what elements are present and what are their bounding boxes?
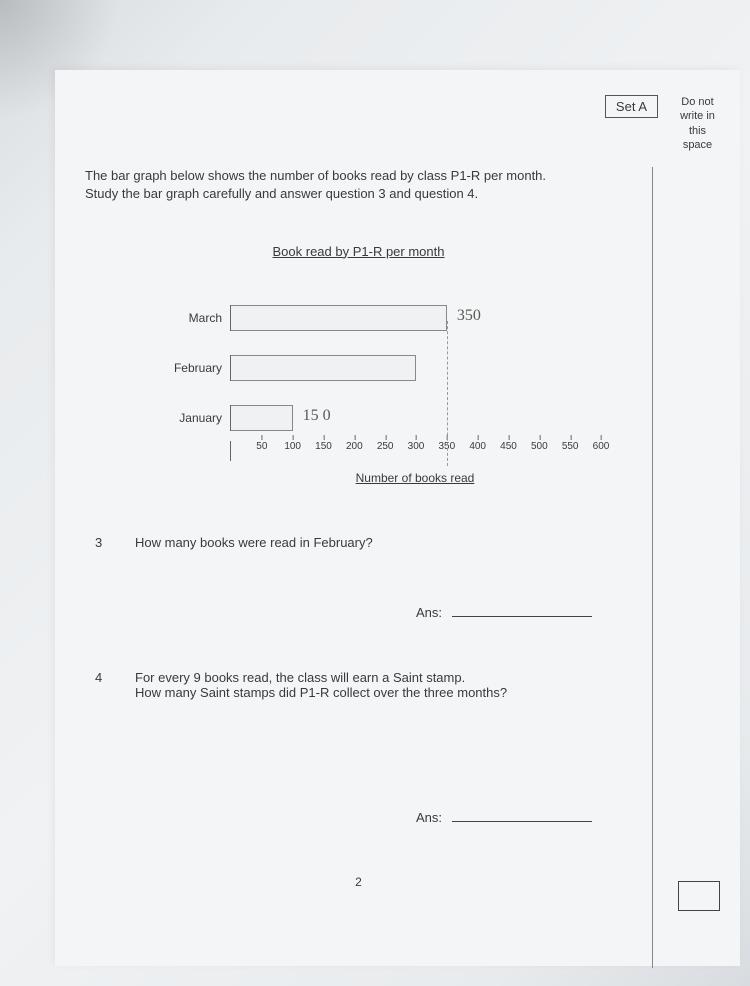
answer-blank[interactable] (452, 616, 592, 617)
chart-title: Book read by P1-R per month (85, 244, 632, 259)
bar-chart: March 350 February January 15 0 50 100 150 200 2… (160, 299, 632, 485)
bars-container: March 350 February January 15 0 (160, 299, 632, 437)
axis-tick: 450 (500, 441, 517, 452)
margin-column (653, 167, 725, 968)
header-row: Set A Do not write in this space (85, 95, 725, 152)
axis-spacer (160, 441, 230, 461)
axis-tick: 550 (562, 441, 579, 452)
bar (231, 305, 447, 331)
handwritten-annotation: 350 (457, 307, 481, 325)
question-number: 4 (85, 670, 135, 700)
question-4: 4 For every 9 books read, the class will… (85, 670, 632, 700)
axis-tick: 200 (346, 441, 363, 452)
axis-tick: 400 (469, 441, 486, 452)
score-box (678, 881, 720, 911)
x-axis: 50100150200250300350400450500550600 (160, 441, 632, 461)
question-text: How many books were read in February? (135, 535, 632, 550)
axis-line: 50100150200250300350400450500550600 (230, 441, 600, 461)
answer-label: Ans: (416, 810, 442, 825)
bar (231, 405, 293, 431)
bar-label: January (160, 411, 230, 425)
intro-line2: Study the bar graph carefully and answer… (85, 186, 478, 201)
guide-line (447, 321, 448, 466)
answer-label: Ans: (416, 605, 442, 620)
axis-tick: 100 (284, 441, 301, 452)
bar-row: March 350 (160, 299, 632, 337)
intro-line1: The bar graph below shows the number of … (85, 168, 546, 183)
bar-track (230, 355, 600, 381)
axis-tick: 50 (256, 441, 267, 452)
set-label: Set A (605, 95, 658, 118)
bar-track: 350 (230, 305, 600, 331)
axis-tick: 500 (531, 441, 548, 452)
bar-row: January 15 0 (160, 399, 632, 437)
axis-tick: 600 (593, 441, 610, 452)
q4-line1: For every 9 books read, the class will e… (135, 670, 465, 685)
intro-text: The bar graph below shows the number of … (85, 167, 632, 203)
content-area: The bar graph below shows the number of … (85, 167, 725, 968)
margin-note-l4: space (683, 139, 712, 151)
margin-note-l2: write in (680, 110, 715, 122)
page-number: 2 (85, 875, 632, 889)
axis-tick: 150 (315, 441, 332, 452)
question-text: For every 9 books read, the class will e… (135, 670, 632, 700)
margin-note-l1: Do not (681, 96, 713, 108)
margin-note-l3: this (689, 125, 706, 137)
answer-row-3: Ans: (85, 605, 592, 620)
margin-note: Do not write in this space (670, 95, 725, 152)
question-number: 3 (85, 535, 135, 550)
handwritten-annotation: 15 0 (303, 407, 331, 425)
axis-tick: 250 (377, 441, 394, 452)
bar-label: February (160, 361, 230, 375)
bar (231, 355, 416, 381)
answer-row-4: Ans: (85, 810, 592, 825)
bar-row: February (160, 349, 632, 387)
axis-title: Number of books read (230, 471, 600, 485)
worksheet-page: Set A Do not write in this space The bar… (55, 70, 740, 966)
main-column: The bar graph below shows the number of … (85, 167, 653, 968)
q4-line2: How many Saint stamps did P1-R collect o… (135, 685, 507, 700)
answer-blank[interactable] (452, 821, 592, 822)
question-3: 3 How many books were read in February? (85, 535, 632, 550)
bar-track: 15 0 (230, 405, 600, 431)
axis-tick: 300 (408, 441, 425, 452)
bar-label: March (160, 311, 230, 325)
